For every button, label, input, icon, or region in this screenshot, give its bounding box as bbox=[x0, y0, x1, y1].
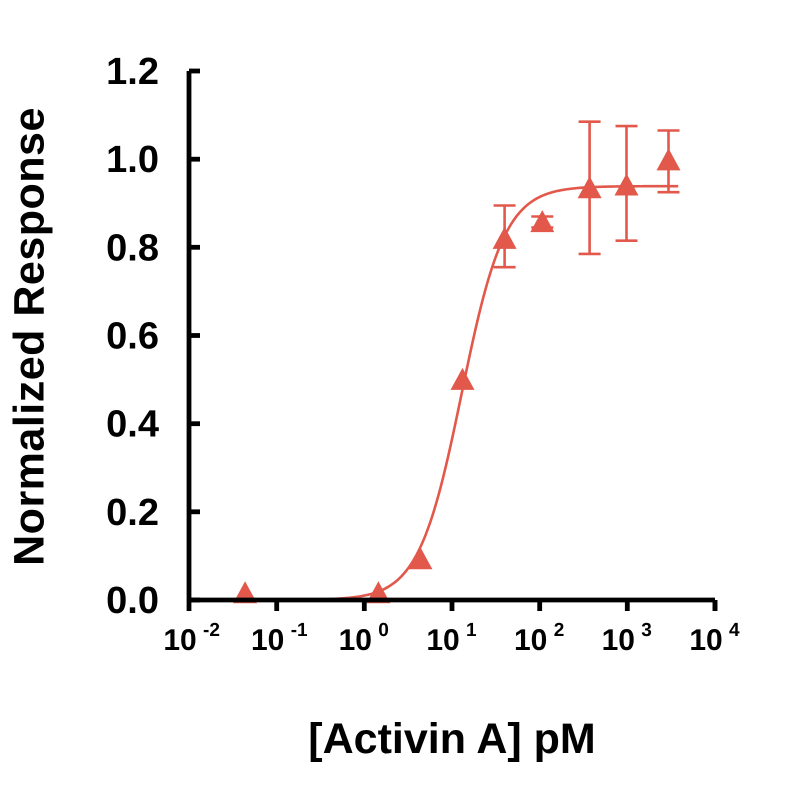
svg-text:1.0: 1.0 bbox=[106, 139, 159, 181]
svg-text:4: 4 bbox=[729, 620, 740, 641]
svg-text:10: 10 bbox=[514, 624, 547, 657]
svg-text:0.4: 0.4 bbox=[106, 404, 159, 446]
svg-text:10: 10 bbox=[163, 624, 196, 657]
svg-text:10: 10 bbox=[602, 624, 635, 657]
svg-text:0: 0 bbox=[378, 620, 389, 641]
svg-text:0.0: 0.0 bbox=[106, 580, 159, 622]
svg-text:10: 10 bbox=[426, 624, 459, 657]
svg-text:10: 10 bbox=[689, 624, 722, 657]
svg-text:2: 2 bbox=[554, 620, 565, 641]
svg-text:0.8: 0.8 bbox=[106, 227, 159, 269]
svg-text:10: 10 bbox=[251, 624, 284, 657]
svg-text:0.2: 0.2 bbox=[106, 492, 159, 534]
svg-text:1.2: 1.2 bbox=[106, 51, 159, 93]
svg-text:10: 10 bbox=[339, 624, 372, 657]
svg-text:-1: -1 bbox=[291, 620, 308, 641]
svg-text:1: 1 bbox=[466, 620, 477, 641]
svg-text:0.6: 0.6 bbox=[106, 316, 159, 358]
svg-text:3: 3 bbox=[641, 620, 652, 641]
svg-text:-2: -2 bbox=[203, 620, 220, 641]
